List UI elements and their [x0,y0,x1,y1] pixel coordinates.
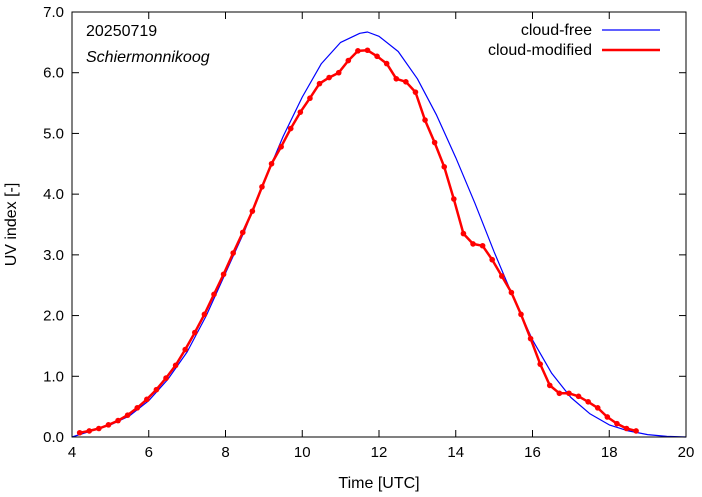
date-annotation: 20250719 [86,23,157,40]
x-tick-label: 16 [524,444,541,461]
plot-frame [71,11,687,438]
x-tick-label: 12 [371,444,388,461]
data-point-cloud-modified [431,139,438,146]
data-point-cloud-modified [105,422,112,428]
data-point-cloud-modified [192,329,198,336]
data-point-cloud-modified [278,143,284,150]
data-point-cloud-modified [201,311,208,318]
data-point-cloud-modified [239,229,246,236]
data-point-cloud-modified [422,117,428,123]
data-point-cloud-modified [307,95,313,102]
data-point-cloud-modified [623,425,630,432]
data-point-cloud-modified [230,250,236,256]
data-point-cloud-modified [527,335,534,342]
data-point-cloud-modified [124,412,131,418]
y-tick-label: 6.0 [43,65,64,82]
legend-label-cloud-modified: cloud-modified [488,42,592,59]
data-point-cloud-modified [345,57,352,64]
data-point-cloud-modified [460,230,467,237]
legend-label-cloud-free: cloud-free [521,22,592,39]
data-point-cloud-modified [364,47,371,54]
data-point-cloud-modified [115,417,121,424]
data-point-cloud-modified [499,273,505,279]
data-point-cloud-modified [335,69,342,76]
data-point-cloud-modified [211,291,217,298]
y-tick-label: 3.0 [43,247,64,264]
data-point-cloud-modified [566,390,572,397]
y-tick-label: 0.0 [43,429,64,446]
data-point-cloud-modified [633,428,639,434]
y-tick-label: 2.0 [43,308,64,325]
data-point-cloud-modified [575,393,582,400]
data-point-cloud-modified [163,375,169,381]
data-point-cloud-modified [326,74,332,81]
data-point-cloud-modified [556,390,563,397]
labels-layer: 4 6 8 10 12 14 16 18 20 0.0 1.0 2.0 3.0 4.0 5.0 6.0 7.0 [43,4,694,461]
x-tick-label: 20 [678,444,695,461]
x-axis-title: Time [UTC] [338,475,419,492]
data-point-cloud-modified [604,414,611,420]
data-point-cloud-modified [441,164,448,170]
data-point-cloud-modified [287,125,294,132]
y-tick-label: 1.0 [43,368,64,385]
data-point-cloud-modified [153,386,160,393]
series-layer [71,31,687,438]
x-tick-label: 8 [221,444,229,461]
ticks-layer [71,11,687,438]
data-point-cloud-modified [594,405,601,411]
data-point-cloud-modified [268,160,275,167]
data-point-cloud-modified [546,382,553,389]
data-point-cloud-modified [134,405,141,411]
data-point-cloud-modified [172,362,179,369]
data-point-cloud-modified [451,196,457,202]
x-tick-label: 6 [145,444,153,461]
data-point-cloud-modified [518,311,524,318]
data-point-cloud-modified [614,420,620,427]
data-point-cloud-modified [393,75,400,82]
y-axis-title: UV index [-] [3,183,20,267]
legend: cloud-free cloud-modified [488,22,660,59]
data-point-cloud-modified [374,53,380,60]
y-tick-label: 7.0 [43,4,64,21]
data-point-cloud-modified [470,241,476,247]
data-point-cloud-modified [249,208,256,214]
data-point-cloud-modified [585,398,591,405]
data-point-cloud-modified [96,425,102,432]
data-point-cloud-modified [508,289,515,296]
x-tick-label: 18 [601,444,618,461]
data-point-cloud-modified [355,48,361,54]
data-point-cloud-modified [383,60,390,67]
y-tick-label: 5.0 [43,125,64,142]
data-point-cloud-modified [316,80,323,87]
data-point-cloud-modified [537,361,543,367]
data-point-cloud-modified [403,79,409,85]
data-point-cloud-modified [76,429,83,436]
data-point-cloud-modified [412,89,419,95]
station-annotation: Schiermonnikoog [86,49,210,66]
data-point-cloud-modified [182,346,189,353]
x-tick-label: 14 [447,444,464,461]
x-tick-label: 4 [68,444,76,461]
data-point-cloud-modified [220,271,227,278]
data-point-cloud-modified [479,242,486,249]
data-point-cloud-modified [144,396,150,403]
data-point-cloud-modified [259,184,265,190]
x-tick-label: 10 [294,444,311,461]
data-point-cloud-modified [86,428,93,434]
data-point-cloud-modified [297,109,304,115]
data-point-cloud-modified [489,256,496,263]
y-tick-label: 4.0 [43,186,64,203]
